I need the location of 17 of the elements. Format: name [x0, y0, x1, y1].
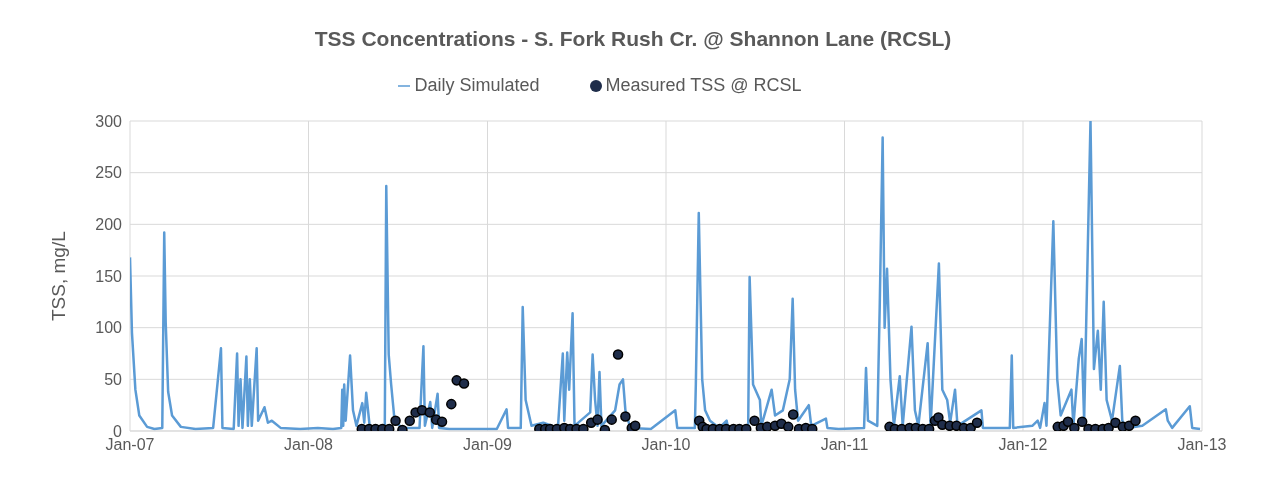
- y-tick-label: 200: [95, 216, 123, 234]
- x-tick-label: Jan-10: [641, 436, 691, 454]
- legend-label: Daily Simulated: [414, 75, 540, 95]
- y-tick-label: 250: [95, 164, 123, 182]
- line-series: [130, 121, 1202, 431]
- x-tick-label: Jan-13: [1177, 436, 1227, 454]
- y-tick-label: 50: [104, 371, 123, 389]
- y-tick-label: 300: [95, 112, 123, 130]
- y-tick-label: 100: [95, 319, 123, 337]
- x-tick-label: Jan-09: [463, 436, 513, 454]
- x-tick-label: Jan-12: [998, 436, 1048, 454]
- chart-title: TSS Concentrations - S. Fork Rush Cr. @ Shannon Lane (RCSL): [313, 26, 953, 52]
- legend-label: Measured TSS @ RCSL: [605, 75, 802, 95]
- x-tick-label: Jan-11: [820, 436, 869, 454]
- y-axis-title: TSS, mg/L: [47, 231, 69, 321]
- x-tick-label: Jan-08: [284, 436, 334, 454]
- y-tick-label: 150: [95, 267, 123, 285]
